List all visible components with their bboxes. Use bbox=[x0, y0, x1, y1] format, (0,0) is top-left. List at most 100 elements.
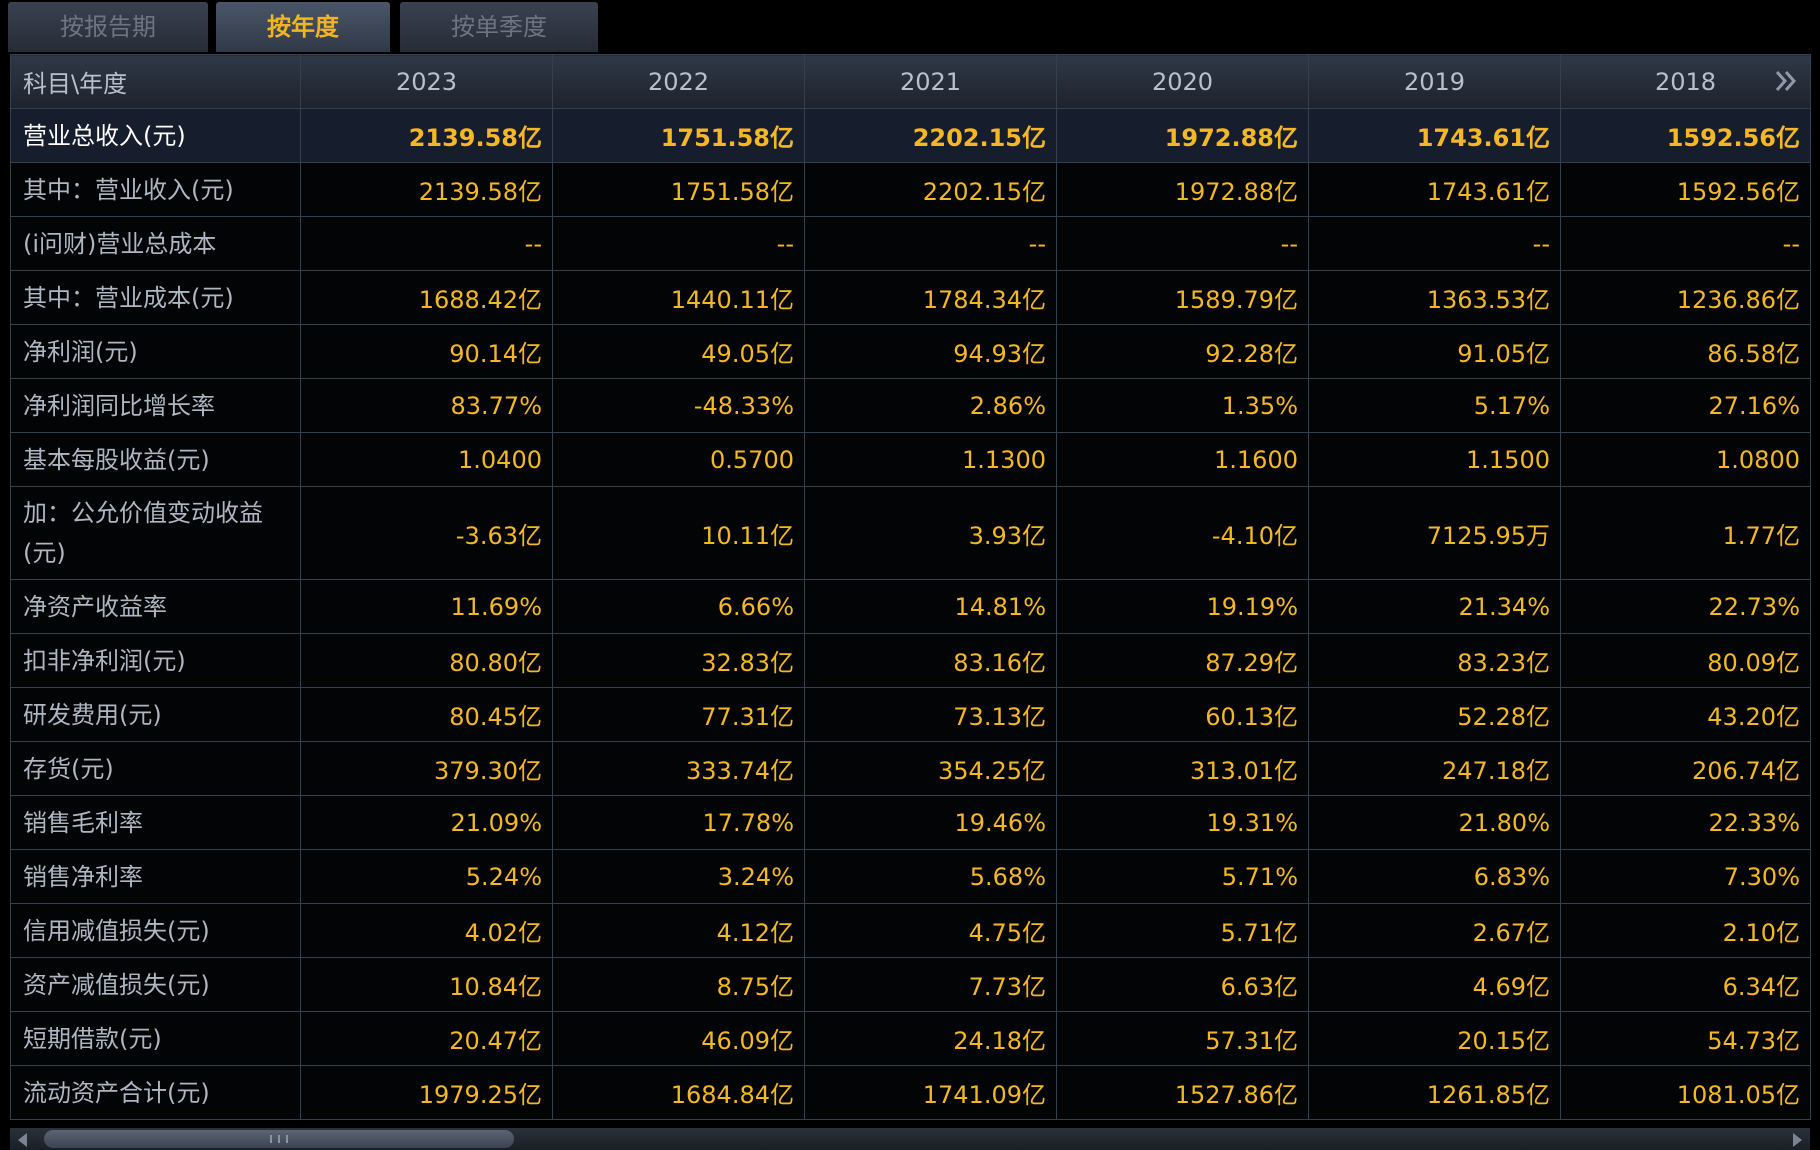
scroll-left-arrow-icon[interactable] bbox=[18, 1133, 27, 1147]
value-cell: 5.71% bbox=[1056, 849, 1309, 904]
value-cell: 1592.56亿 bbox=[1560, 162, 1811, 217]
tab-bar: 按报告期 按年度 按单季度 bbox=[0, 0, 1820, 52]
value-cell: 54.73亿 bbox=[1560, 1011, 1811, 1066]
value-cell: 73.13亿 bbox=[804, 687, 1057, 742]
table-row[interactable]: 存货(元) 379.30亿 333.74亿 354.25亿 313.01亿 247.18亿… bbox=[10, 741, 1811, 796]
value-cell: 4.69亿 bbox=[1308, 957, 1561, 1012]
value-cell: 1589.79亿 bbox=[1056, 270, 1309, 325]
table-row[interactable]: 流动资产合计(元) 1979.25亿 1684.84亿 1741.09亿 1527.86… bbox=[10, 1065, 1811, 1120]
year-header[interactable]: 2020 bbox=[1056, 54, 1309, 109]
row-label: 净利润(元) bbox=[10, 324, 301, 379]
value-cell: 1081.05亿 bbox=[1560, 1065, 1811, 1120]
tab-by-year[interactable]: 按年度 bbox=[216, 2, 390, 52]
value-cell: 1261.85亿 bbox=[1308, 1065, 1561, 1120]
table-row[interactable]: 其中：营业收入(元) 2139.58亿 1751.58亿 2202.15亿 1972.8… bbox=[10, 162, 1811, 217]
value-cell: -48.33% bbox=[552, 378, 805, 433]
value-cell: 80.45亿 bbox=[300, 687, 553, 742]
table-row[interactable]: 扣非净利润(元) 80.80亿 32.83亿 83.16亿 87.29亿 83.23亿 80… bbox=[10, 633, 1811, 688]
value-cell: 22.73% bbox=[1560, 579, 1811, 634]
value-cell: 1684.84亿 bbox=[552, 1065, 805, 1120]
value-cell: 6.34亿 bbox=[1560, 957, 1811, 1012]
value-cell: 1.0400 bbox=[300, 432, 553, 487]
value-cell: -4.10亿 bbox=[1056, 486, 1309, 580]
table-row[interactable]: (i问财)营业总成本 -- -- -- -- -- -- bbox=[10, 216, 1811, 271]
horizontal-scrollbar[interactable] bbox=[10, 1128, 1810, 1150]
table-row[interactable]: 短期借款(元) 20.47亿 46.09亿 24.18亿 57.31亿 20.15亿 54.… bbox=[10, 1011, 1811, 1066]
value-cell: 1743.61亿 bbox=[1308, 162, 1561, 217]
scroll-right-arrow-icon[interactable] bbox=[1793, 1133, 1802, 1147]
table-row[interactable]: 销售净利率 5.24% 3.24% 5.68% 5.71% 6.83% 7.30% bbox=[10, 849, 1811, 904]
value-cell: 1743.61亿 bbox=[1308, 108, 1561, 163]
value-cell: 10.11亿 bbox=[552, 486, 805, 580]
value-cell: 49.05亿 bbox=[552, 324, 805, 379]
double-chevron-right-icon[interactable] bbox=[1772, 67, 1800, 95]
value-cell: 1751.58亿 bbox=[552, 162, 805, 217]
value-cell: 1979.25亿 bbox=[300, 1065, 553, 1120]
table-row[interactable]: 其中：营业成本(元) 1688.42亿 1440.11亿 1784.34亿 1589.7… bbox=[10, 270, 1811, 325]
value-cell: 83.16亿 bbox=[804, 633, 1057, 688]
value-cell: 2.67亿 bbox=[1308, 903, 1561, 958]
table-row[interactable]: 销售毛利率 21.09% 17.78% 19.46% 19.31% 21.80% 22.33… bbox=[10, 795, 1811, 850]
scrollbar-thumb[interactable] bbox=[44, 1130, 514, 1148]
value-cell: 91.05亿 bbox=[1308, 324, 1561, 379]
value-cell: 5.71亿 bbox=[1056, 903, 1309, 958]
table-row[interactable]: 加：公允价值变动收益(元) -3.63亿 10.11亿 3.93亿 -4.10亿 7125… bbox=[10, 486, 1811, 580]
value-cell: 0.5700 bbox=[552, 432, 805, 487]
year-header[interactable]: 2019 bbox=[1308, 54, 1561, 109]
value-cell: 19.31% bbox=[1056, 795, 1309, 850]
value-cell: 5.17% bbox=[1308, 378, 1561, 433]
value-cell: 20.47亿 bbox=[300, 1011, 553, 1066]
value-cell: 2139.58亿 bbox=[300, 162, 553, 217]
value-cell: 2.86% bbox=[804, 378, 1057, 433]
value-cell: 27.16% bbox=[1560, 378, 1811, 433]
tab-by-single-quarter[interactable]: 按单季度 bbox=[400, 2, 598, 52]
row-label: 销售毛利率 bbox=[10, 795, 301, 850]
year-header-last[interactable]: 2018 bbox=[1560, 54, 1811, 109]
table-row[interactable]: 净利润(元) 90.14亿 49.05亿 94.93亿 92.28亿 91.05亿 86.5… bbox=[10, 324, 1811, 379]
row-label: 营业总收入(元) bbox=[10, 108, 301, 163]
value-cell: 5.24% bbox=[300, 849, 553, 904]
row-label: 加：公允价值变动收益(元) bbox=[10, 486, 301, 580]
table-row[interactable]: 信用减值损失(元) 4.02亿 4.12亿 4.75亿 5.71亿 2.67亿 2.10亿 bbox=[10, 903, 1811, 958]
row-label: 信用减值损失(元) bbox=[10, 903, 301, 958]
row-label: 其中：营业成本(元) bbox=[10, 270, 301, 325]
value-cell: -- bbox=[804, 216, 1057, 271]
value-cell: 46.09亿 bbox=[552, 1011, 805, 1066]
value-cell: 83.77% bbox=[300, 378, 553, 433]
value-cell: 1.1500 bbox=[1308, 432, 1561, 487]
year-header[interactable]: 2021 bbox=[804, 54, 1057, 109]
value-cell: 4.02亿 bbox=[300, 903, 553, 958]
value-cell: 1784.34亿 bbox=[804, 270, 1057, 325]
value-cell: 32.83亿 bbox=[552, 633, 805, 688]
tab-by-report-period[interactable]: 按报告期 bbox=[8, 2, 208, 52]
value-cell: 86.58亿 bbox=[1560, 324, 1811, 379]
value-cell: 2202.15亿 bbox=[804, 162, 1057, 217]
table-row[interactable]: 营业总收入(元) 2139.58亿 1751.58亿 2202.15亿 1972.88亿… bbox=[10, 108, 1811, 163]
year-header[interactable]: 2023 bbox=[300, 54, 553, 109]
table-row[interactable]: 研发费用(元) 80.45亿 77.31亿 73.13亿 60.13亿 52.28亿 43.… bbox=[10, 687, 1811, 742]
value-cell: 17.78% bbox=[552, 795, 805, 850]
value-cell: -- bbox=[1056, 216, 1309, 271]
header-row: 科目\年度 2023 2022 2021 2020 2019 2018 bbox=[10, 54, 1811, 109]
grip-icon bbox=[270, 1135, 288, 1143]
row-label: 存货(元) bbox=[10, 741, 301, 796]
value-cell: 20.15亿 bbox=[1308, 1011, 1561, 1066]
value-cell: 1751.58亿 bbox=[552, 108, 805, 163]
value-cell: 3.93亿 bbox=[804, 486, 1057, 580]
value-cell: 10.84亿 bbox=[300, 957, 553, 1012]
value-cell: 43.20亿 bbox=[1560, 687, 1811, 742]
table-row[interactable]: 净资产收益率 11.69% 6.66% 14.81% 19.19% 21.34% 22.73… bbox=[10, 579, 1811, 634]
value-cell: 1688.42亿 bbox=[300, 270, 553, 325]
value-cell: -- bbox=[1560, 216, 1811, 271]
value-cell: 1.1300 bbox=[804, 432, 1057, 487]
table-row[interactable]: 资产减值损失(元) 10.84亿 8.75亿 7.73亿 6.63亿 4.69亿 6.34亿 bbox=[10, 957, 1811, 1012]
value-cell: 313.01亿 bbox=[1056, 741, 1309, 796]
value-cell: 8.75亿 bbox=[552, 957, 805, 1012]
year-header[interactable]: 2022 bbox=[552, 54, 805, 109]
table-row[interactable]: 基本每股收益(元) 1.0400 0.5700 1.1300 1.1600 1.1500 1… bbox=[10, 432, 1811, 487]
value-cell: 21.80% bbox=[1308, 795, 1561, 850]
value-cell: 2202.15亿 bbox=[804, 108, 1057, 163]
table-row[interactable]: 净利润同比增长率 83.77% -48.33% 2.86% 1.35% 5.17% 27.1… bbox=[10, 378, 1811, 433]
row-label: 其中：营业收入(元) bbox=[10, 162, 301, 217]
value-cell: 80.80亿 bbox=[300, 633, 553, 688]
